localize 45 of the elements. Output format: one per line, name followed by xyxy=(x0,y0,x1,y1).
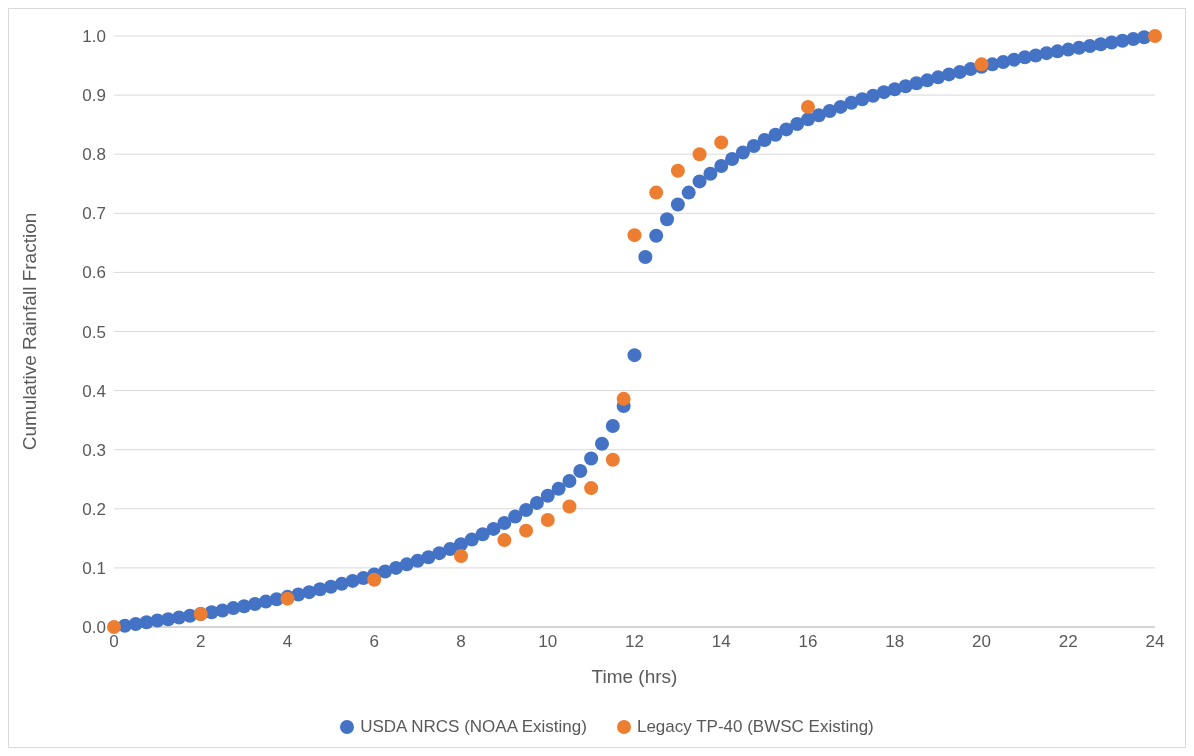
point xyxy=(454,549,468,564)
x-tick-label: 10 xyxy=(538,632,558,652)
point xyxy=(1148,29,1162,43)
point xyxy=(107,620,121,634)
point xyxy=(519,523,534,538)
point xyxy=(605,452,620,467)
point xyxy=(616,391,631,406)
x-tick-label: 6 xyxy=(369,632,379,652)
point xyxy=(540,513,555,528)
point xyxy=(627,228,642,243)
x-tick-label: 12 xyxy=(625,632,644,652)
point xyxy=(562,499,577,514)
x-tick-label: 8 xyxy=(456,632,466,652)
x-tick-label: 18 xyxy=(885,632,905,652)
y-tick-label: 0.5 xyxy=(82,322,106,342)
x-tick-label: 16 xyxy=(798,632,818,652)
y-tick-label: 1.0 xyxy=(82,27,106,47)
y-tick-label: 0.0 xyxy=(82,618,106,638)
point xyxy=(714,135,729,150)
x-tick-label: 14 xyxy=(711,632,731,652)
y-tick-label: 0.6 xyxy=(82,263,106,283)
point xyxy=(649,185,664,200)
x-tick-label: 20 xyxy=(972,632,991,652)
point xyxy=(584,481,599,496)
x-tick-label: 24 xyxy=(1145,632,1165,652)
y-tick-label: 0.2 xyxy=(82,499,106,519)
point xyxy=(367,572,382,587)
y-tick-label: 0.4 xyxy=(82,381,106,401)
legend-label: USDA NRCS (NOAA Existing) xyxy=(359,717,587,737)
x-tick-label: 4 xyxy=(282,632,293,652)
y-tick-label: 0.8 xyxy=(82,145,106,165)
legend-label: Legacy TP-40 (BWSC Existing) xyxy=(635,717,874,737)
point xyxy=(497,533,512,548)
y-tick-label: 0.3 xyxy=(82,440,106,460)
point xyxy=(692,147,707,162)
x-tick-label: 0 xyxy=(109,632,119,652)
x-tick-label: 2 xyxy=(196,632,206,652)
y-tick-label: 0.1 xyxy=(82,558,106,578)
x-tick-label: 22 xyxy=(1058,632,1078,652)
x-axis-title: Time (hrs) xyxy=(591,666,678,687)
point xyxy=(801,99,815,114)
y-axis-title: Cumulative Rainfall Fraction xyxy=(18,212,40,451)
y-tick-label: 0.9 xyxy=(82,86,106,106)
y-tick-label: 0.7 xyxy=(82,204,106,224)
point xyxy=(670,163,685,178)
